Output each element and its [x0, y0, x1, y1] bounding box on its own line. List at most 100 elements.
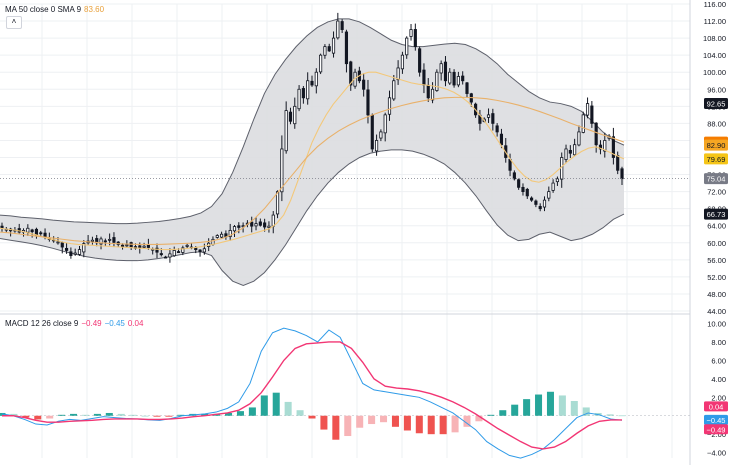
candle-body [443, 61, 448, 82]
candle-body [435, 71, 439, 91]
macd-histogram-bar [272, 392, 280, 416]
candle-body [314, 71, 318, 87]
candle-body [396, 67, 400, 81]
macd-histogram-bar [284, 401, 292, 416]
macd-histogram-bar [523, 399, 531, 416]
bollinger-upper-line [0, 18, 625, 225]
macd-tag-label: 0.04 [709, 402, 724, 411]
candle-body [465, 82, 469, 94]
candle-body [185, 244, 189, 247]
sma-line [0, 71, 625, 251]
macd-tag-label: −0.45 [707, 416, 726, 425]
candle-body [452, 71, 456, 86]
candle-body [551, 182, 555, 191]
macd-histogram-bar [70, 413, 78, 416]
candle-body [585, 103, 590, 116]
candle-body [547, 191, 551, 199]
macd-histogram-bar [546, 391, 554, 416]
candle-body [112, 237, 116, 243]
macd-histogram-bar [201, 413, 209, 416]
candle-body [392, 80, 396, 100]
candle-body [202, 248, 206, 253]
macd-histogram-bar [475, 415, 483, 422]
candle-body [142, 245, 146, 248]
ma-line [0, 96, 625, 246]
macd-histogram-bar [439, 415, 447, 435]
candle-body [349, 61, 353, 86]
candle-body [73, 252, 77, 255]
candle-body [125, 244, 129, 247]
candle-body [383, 114, 387, 134]
candle-body [263, 222, 267, 228]
candle-body [590, 105, 594, 124]
ma-legend-value: 83.60 [84, 5, 105, 14]
candle-body [271, 214, 275, 227]
candle-body [288, 111, 293, 122]
candle-body [456, 76, 460, 86]
y-tick-label: 100.00 [703, 68, 726, 77]
macd-histogram-bar [511, 404, 519, 416]
candle-body [375, 140, 379, 152]
macd-histogram-bar [570, 400, 578, 416]
candle-body [486, 114, 491, 118]
macd-histogram-bar [260, 395, 268, 416]
macd-histogram-bar [535, 394, 543, 416]
candle-body [69, 251, 73, 256]
candle-body [362, 79, 366, 90]
candle-body [598, 144, 603, 150]
candle-body [418, 48, 422, 73]
macd-histogram-bar [296, 410, 304, 416]
macd-histogram-bar [427, 415, 435, 435]
candle-body [426, 84, 430, 99]
macd-histogram-bar [391, 415, 399, 427]
candle-body [39, 232, 43, 235]
candle-body [310, 80, 314, 86]
candle-body [400, 54, 404, 70]
macd-histogram-bar [34, 415, 42, 420]
candle-body [77, 249, 82, 255]
candle-body [405, 37, 409, 56]
candle-body [521, 186, 525, 193]
candle-body [331, 37, 336, 54]
candle-body [60, 242, 64, 248]
candle-body [387, 97, 392, 115]
signal-line [2, 341, 622, 450]
candle-body [538, 206, 542, 210]
candle-body [232, 226, 237, 232]
candle-body [90, 239, 94, 242]
macd-histogram-bar [451, 415, 459, 433]
macd-histogram-bar [236, 411, 244, 416]
price-tag-label: 79.69 [707, 155, 726, 164]
macd-histogram-bar [165, 415, 173, 417]
ma-legend: MA 50 close 0 SMA 9 83.60 [5, 5, 107, 14]
macd-histogram-bar [46, 415, 54, 419]
candle-body [198, 249, 202, 253]
y-tick-label: 96.00 [707, 85, 726, 94]
candle-body [30, 229, 34, 233]
macd-y-tick-label: 2.00 [711, 393, 726, 402]
price-tag [704, 98, 728, 110]
candle-body [422, 69, 426, 86]
candle-body [301, 88, 305, 99]
macd-legend-hist: 0.04 [127, 319, 144, 328]
candle-body [564, 148, 568, 160]
macd-histogram-bar [81, 414, 89, 416]
y-tick-label: 104.00 [703, 51, 726, 60]
candle-body [413, 29, 417, 48]
macd-histogram-bar [558, 395, 566, 416]
candle-body [594, 122, 598, 146]
macd-y-tick-label: 6.00 [711, 356, 726, 365]
candle-body [512, 172, 516, 180]
macd-histogram-bar [499, 410, 507, 416]
candle-body [323, 46, 327, 56]
candle-body [409, 29, 413, 37]
candle-body [573, 144, 577, 156]
candle-body [461, 75, 465, 82]
candle-body [534, 200, 538, 205]
candle-body [280, 148, 284, 193]
candle-body [120, 244, 125, 248]
candle-body [254, 223, 258, 227]
collapse-legend-button[interactable]: ˄ [6, 16, 22, 29]
candle-body [366, 89, 370, 116]
